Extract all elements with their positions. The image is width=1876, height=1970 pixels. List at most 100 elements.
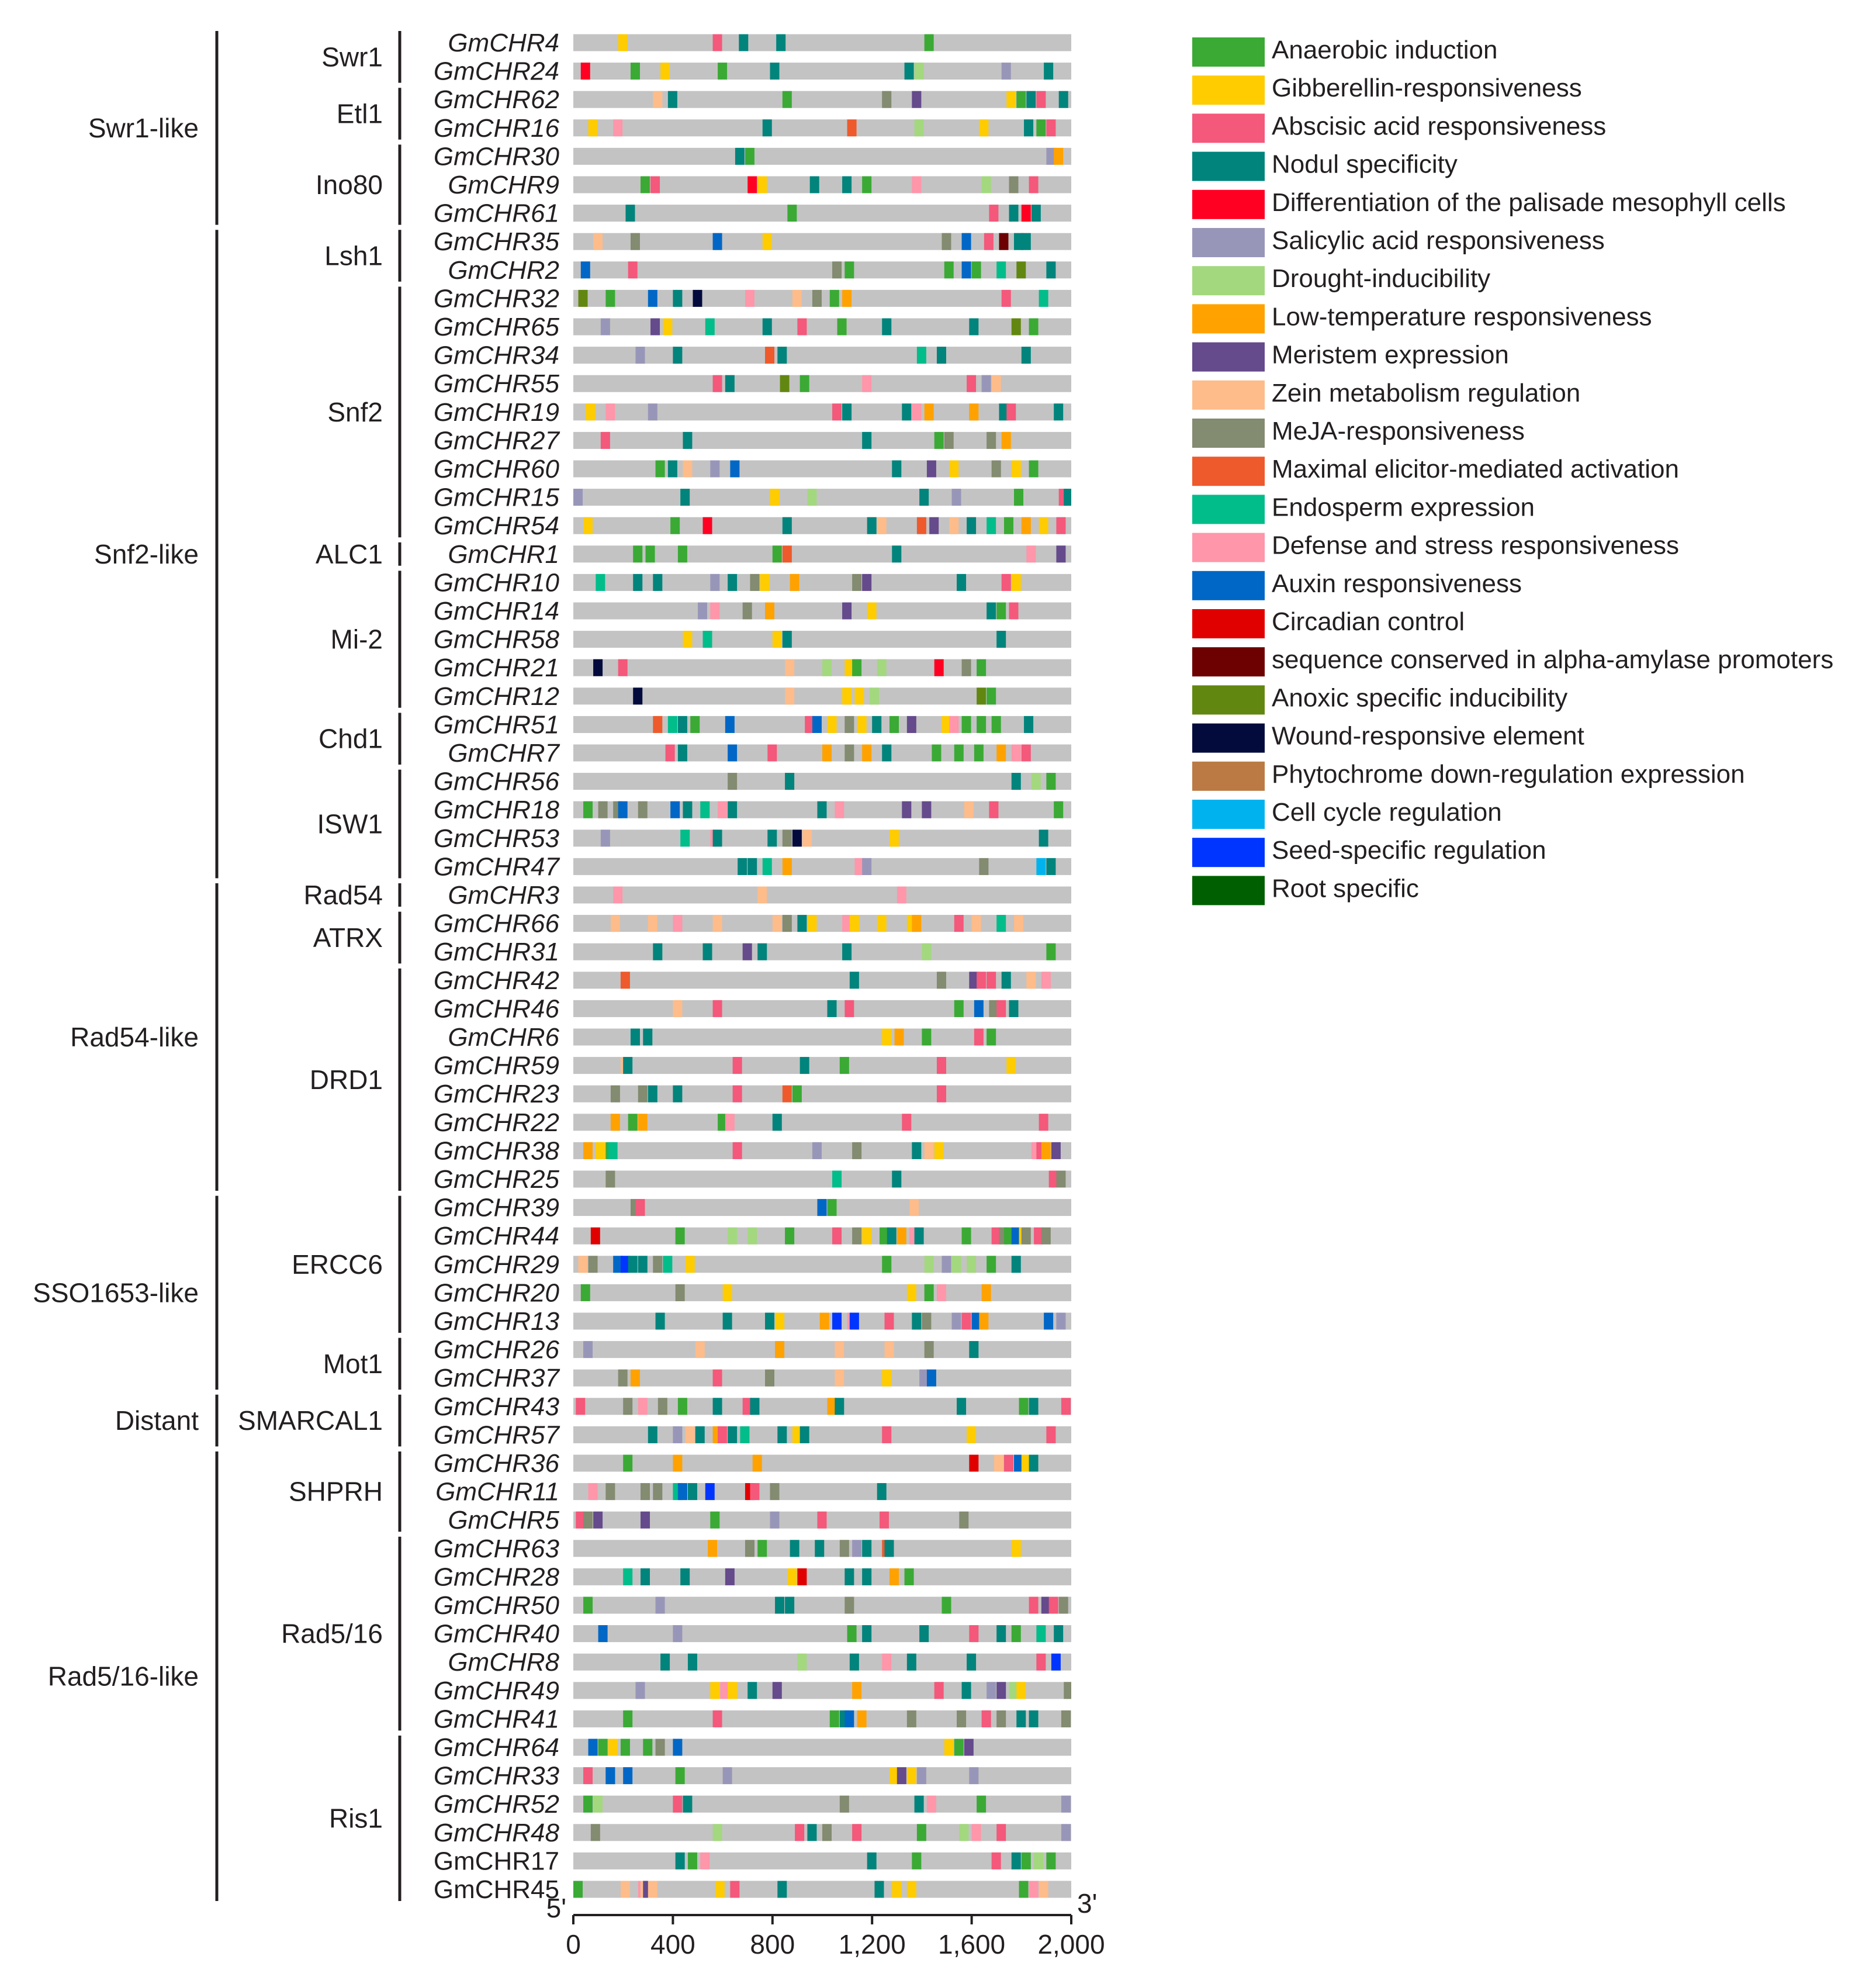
cis-element-mark <box>578 289 588 307</box>
gene-row <box>573 1057 1071 1074</box>
cis-element-mark <box>593 659 603 676</box>
cis-element-mark <box>892 460 902 478</box>
cis-element-mark <box>807 915 817 932</box>
cis-element-mark <box>987 1256 996 1273</box>
cis-element-mark <box>608 1142 618 1159</box>
cis-element-mark <box>1011 1227 1021 1245</box>
cis-element-mark <box>1011 573 1021 591</box>
promoter-bar <box>573 1596 1071 1614</box>
legend-label: Low-temperature responsiveness <box>1272 302 1652 331</box>
cis-element-mark <box>1041 1142 1051 1159</box>
cis-element-mark <box>862 375 872 392</box>
cis-element-mark <box>799 375 809 392</box>
cis-element-mark <box>695 1341 705 1359</box>
cis-element-mark <box>889 1568 899 1585</box>
cis-element-mark <box>967 1426 977 1443</box>
cis-element-mark <box>912 1312 922 1330</box>
cis-element-mark <box>842 687 852 705</box>
cis-element-mark <box>787 205 797 222</box>
cis-element-mark <box>954 915 964 932</box>
legend-swatch <box>1192 495 1265 524</box>
cis-element-mark <box>583 1596 593 1614</box>
cis-element-mark <box>842 289 852 307</box>
cis-element-mark <box>961 233 971 250</box>
cis-element-mark <box>712 34 722 51</box>
cis-element-mark <box>683 431 693 449</box>
cis-element-mark <box>977 1795 987 1813</box>
cis-element-mark <box>839 1795 849 1813</box>
gene-label: GmCHR1 <box>448 540 559 569</box>
cis-element-mark <box>957 1710 967 1727</box>
cis-element-mark <box>641 1568 650 1585</box>
cis-element-mark <box>1046 858 1056 875</box>
promoter-bar <box>573 943 1071 960</box>
promoter-bar <box>573 1653 1071 1671</box>
gene-label: GmCHR5 <box>448 1506 559 1534</box>
cis-element-mark <box>1036 1625 1046 1643</box>
gene-row <box>573 545 1071 563</box>
cis-element-mark <box>782 1085 792 1102</box>
cis-element-mark <box>852 1142 862 1159</box>
legend-label: Zein metabolism regulation <box>1272 379 1580 407</box>
cis-element-mark <box>812 1142 822 1159</box>
cis-element-mark <box>580 63 590 80</box>
gene-label: GmCHR12 <box>434 682 559 711</box>
gene-row <box>573 1739 1071 1756</box>
legend-label: Maximal elicitor-mediated activation <box>1272 455 1679 483</box>
cis-element-mark <box>635 1199 645 1216</box>
cis-element-mark <box>660 1653 670 1671</box>
cis-element-mark <box>832 1227 842 1245</box>
gene-row <box>573 1284 1071 1301</box>
cis-element-mark <box>799 1057 809 1074</box>
cis-element-mark <box>844 1568 854 1585</box>
cis-element-mark <box>655 1596 665 1614</box>
cis-element-mark <box>593 1795 603 1813</box>
cis-element-mark <box>981 1710 991 1727</box>
cis-element-mark <box>1061 1824 1071 1841</box>
gene-row <box>573 915 1071 932</box>
cis-element-mark <box>765 1369 775 1387</box>
cis-element-mark <box>745 289 754 307</box>
legend-item: Defense and stress responsiveness <box>1192 531 1679 562</box>
legend-label: Differentiation of the palisade mesophyl… <box>1272 188 1786 217</box>
cis-element-mark <box>635 347 645 364</box>
cis-element-mark <box>1039 1881 1048 1898</box>
cis-element-mark <box>904 1568 914 1585</box>
x-tick-label: 1,200 <box>839 1929 906 1959</box>
cis-element-mark <box>670 801 680 818</box>
cis-element-mark <box>730 1881 740 1898</box>
cis-element-mark <box>857 1710 867 1727</box>
cis-element-mark <box>785 773 795 790</box>
cis-element-mark <box>583 1511 593 1529</box>
cis-element-mark <box>847 119 857 137</box>
gene-label: GmCHR9 <box>448 171 559 199</box>
cis-element-mark <box>1036 1653 1046 1671</box>
cis-element-mark <box>949 517 959 534</box>
cis-element-mark <box>926 460 936 478</box>
cis-element-mark <box>648 1426 657 1443</box>
cis-element-mark <box>722 1284 732 1301</box>
cis-element-mark <box>981 1284 991 1301</box>
cis-element-mark <box>902 801 912 818</box>
gene-label: GmCHR4 <box>448 29 559 57</box>
legend-item: Root specific <box>1192 874 1419 905</box>
cis-element-mark <box>586 403 596 421</box>
cis-element-mark <box>926 1795 936 1813</box>
cis-element-mark <box>897 1227 906 1245</box>
cis-element-mark <box>874 1881 884 1898</box>
gene-row <box>573 1596 1071 1614</box>
gene-label: GmCHR59 <box>434 1052 559 1080</box>
cis-element-mark <box>922 943 932 960</box>
gene-label: GmCHR36 <box>434 1449 560 1478</box>
legend-label: Drought-inducibility <box>1272 264 1490 293</box>
gene-label: GmCHR44 <box>434 1222 559 1250</box>
cis-element-mark <box>677 716 687 733</box>
cis-element-mark <box>951 489 961 506</box>
cis-element-mark <box>942 716 951 733</box>
cis-element-mark <box>782 545 792 563</box>
cis-element-mark <box>969 1454 979 1472</box>
gene-label: GmCHR15 <box>434 483 560 512</box>
legend-swatch <box>1192 75 1265 105</box>
cis-element-mark <box>1039 289 1048 307</box>
cis-element-mark <box>906 1653 916 1671</box>
